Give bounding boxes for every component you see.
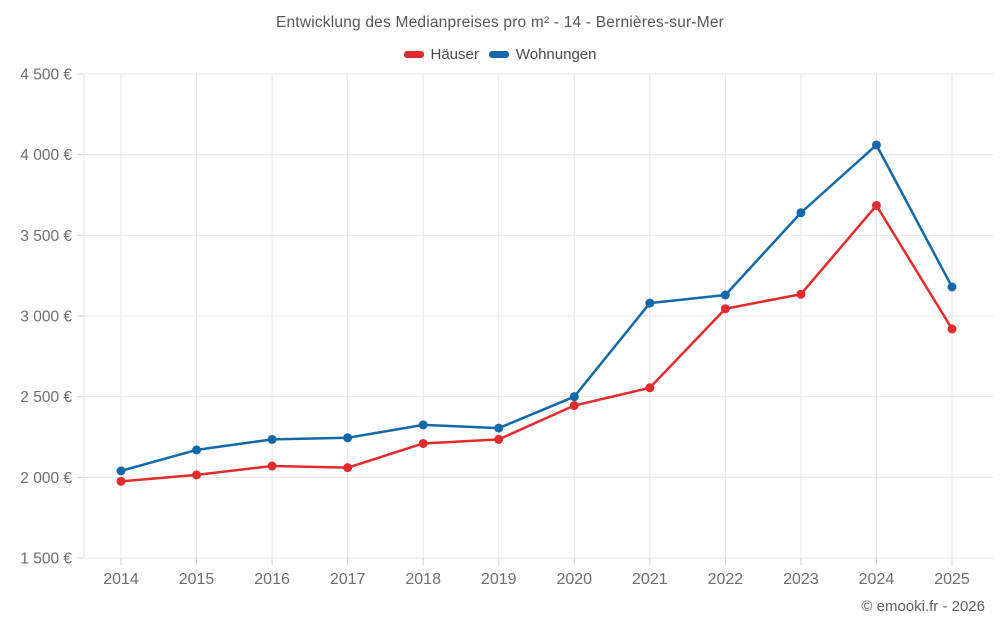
data-point-häuser-2018[interactable] [418, 438, 428, 448]
data-point-wohnungen-2015[interactable] [192, 445, 202, 455]
data-point-wohnungen-2022[interactable] [720, 290, 730, 300]
series-line-wohnungen [119, 143, 954, 473]
y-tick-label: 4 500 € [20, 67, 72, 84]
data-point-häuser-2020[interactable] [569, 401, 579, 411]
data-point-wohnungen-2016[interactable] [267, 434, 277, 444]
data-point-wohnungen-2014[interactable] [116, 466, 126, 476]
data-point-häuser-2023[interactable] [796, 289, 806, 299]
data-point-wohnungen-2018[interactable] [418, 420, 428, 430]
data-point-häuser-2021[interactable] [645, 383, 655, 393]
x-tick-label: 2022 [708, 571, 744, 588]
data-point-häuser-2019[interactable] [494, 434, 504, 444]
y-tick-label: 2 000 € [20, 470, 72, 487]
data-point-wohnungen-2021[interactable] [645, 298, 655, 308]
data-point-häuser-2014[interactable] [116, 476, 126, 486]
legend-label-haeuser: Häuser [430, 46, 479, 63]
x-tick-label: 2021 [632, 571, 668, 588]
x-tick-label: 2019 [481, 571, 517, 588]
data-point-wohnungen-2017[interactable] [343, 433, 353, 443]
y-tick-label: 2 500 € [20, 389, 72, 406]
data-point-häuser-2016[interactable] [267, 461, 277, 471]
data-point-häuser-2015[interactable] [192, 470, 202, 480]
x-tick-label: 2015 [179, 571, 215, 588]
y-tick-label: 1 500 € [20, 551, 72, 568]
legend: Häuser Wohnungen [0, 46, 1000, 63]
data-point-häuser-2024[interactable] [871, 200, 881, 210]
x-tick-label: 2018 [405, 571, 441, 588]
legend-label-wohnungen: Wohnungen [515, 46, 597, 63]
x-tick-label: 2020 [556, 571, 592, 588]
y-tick-label: 3 000 € [20, 309, 72, 326]
data-point-wohnungen-2024[interactable] [871, 140, 881, 150]
data-point-wohnungen-2023[interactable] [796, 208, 806, 218]
legend-swatch-wohnungen [488, 51, 509, 58]
data-point-häuser-2025[interactable] [947, 324, 957, 334]
x-tick-label: 2024 [859, 571, 895, 588]
legend-item-wohnungen[interactable]: Wohnungen [488, 46, 597, 63]
legend-item-haeuser[interactable]: Häuser [403, 46, 479, 63]
data-point-wohnungen-2025[interactable] [947, 282, 957, 292]
series-line-häuser [119, 204, 954, 483]
y-tick-label: 4 000 € [20, 147, 72, 164]
data-point-wohnungen-2019[interactable] [494, 423, 504, 433]
data-point-wohnungen-2020[interactable] [569, 392, 579, 402]
x-tick-label: 2014 [103, 571, 139, 588]
y-tick-label: 3 500 € [20, 228, 72, 245]
footer-credit: © emooki.fr - 2026 [861, 598, 985, 615]
data-point-häuser-2022[interactable] [720, 304, 730, 314]
legend-swatch-haeuser [403, 51, 424, 58]
x-tick-label: 2025 [934, 571, 970, 588]
chart-title: Entwicklung des Medianpreises pro m² - 1… [275, 14, 725, 31]
x-tick-label: 2016 [254, 571, 290, 588]
x-tick-label: 2017 [330, 571, 366, 588]
data-point-häuser-2017[interactable] [343, 463, 353, 473]
x-tick-label: 2023 [783, 571, 819, 588]
